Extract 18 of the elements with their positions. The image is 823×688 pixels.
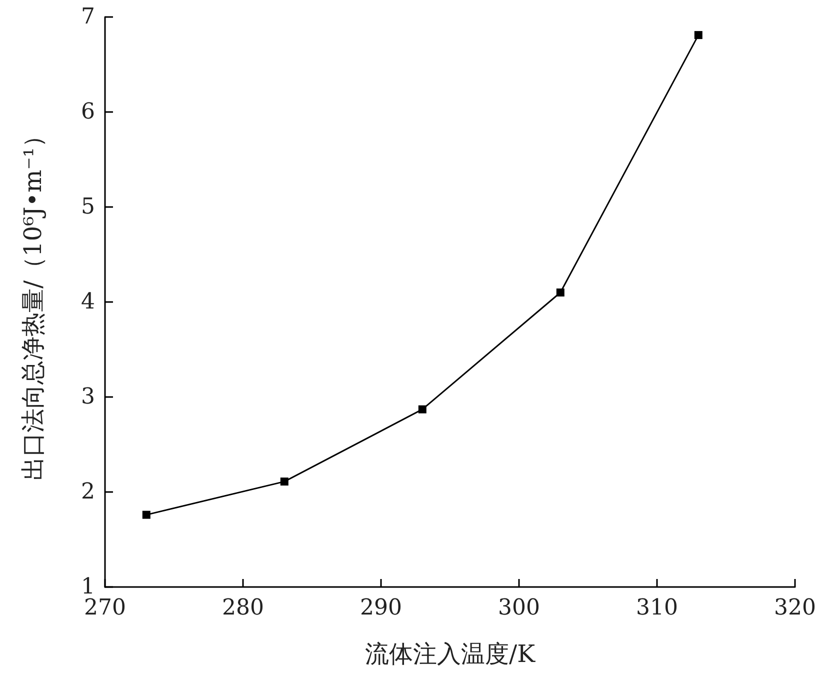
x-tick-label: 300 bbox=[498, 596, 540, 620]
x-axis-title: 流体注入温度/K bbox=[364, 640, 536, 668]
x-tick-label: 290 bbox=[360, 596, 402, 620]
y-tick-label: 2 bbox=[81, 480, 95, 504]
y-tick-label: 4 bbox=[81, 290, 95, 314]
y-tick-label: 7 bbox=[81, 4, 95, 30]
y-axis-title: 出口法向总净热量/（10⁶J•m⁻¹） bbox=[19, 123, 47, 481]
y-tick-label: 5 bbox=[81, 194, 95, 220]
point bbox=[694, 31, 702, 40]
point bbox=[142, 510, 150, 519]
point bbox=[418, 405, 426, 414]
point bbox=[280, 478, 288, 486]
y-tick-label: 3 bbox=[81, 384, 95, 410]
x-tick-label: 310 bbox=[636, 596, 678, 620]
point bbox=[556, 288, 564, 296]
x-tick-label: 280 bbox=[222, 596, 264, 620]
y-tick-label: 6 bbox=[81, 100, 95, 124]
x-tick-label: 320 bbox=[774, 596, 816, 620]
